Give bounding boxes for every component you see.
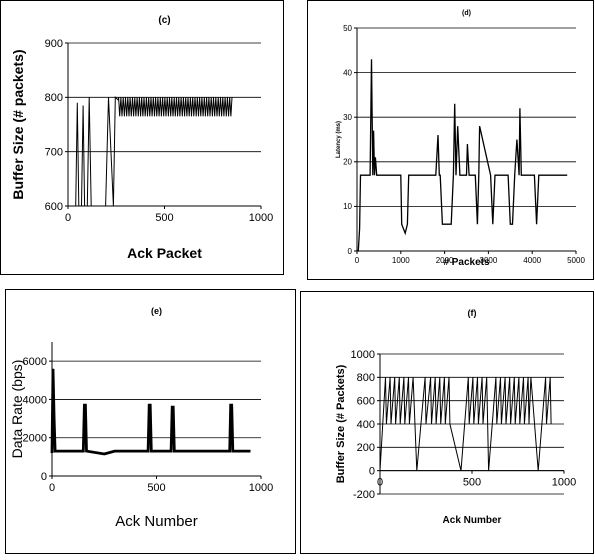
- x-axis-label: Ack Number: [443, 515, 502, 526]
- chart-title: (e): [151, 306, 162, 316]
- chart-title: (c): [158, 15, 170, 26]
- y-axis-label: Buffer Size (# Packets): [335, 364, 347, 483]
- chart-panel-c: 600 700 800 900 0 500 1000 (c) Ack Packet Buffer …: [0, 0, 284, 275]
- y-tick-label: 4000: [23, 394, 47, 406]
- x-axis-label: Ack Packet: [127, 245, 202, 261]
- y-tick-label: 600: [45, 201, 63, 213]
- x-tick-label: 1000: [249, 482, 273, 494]
- y-tick-label: 0: [348, 247, 353, 256]
- x-tick-label: 3000: [480, 256, 498, 265]
- y-tick-label: 50: [343, 24, 352, 33]
- x-tick-label: 4000: [523, 256, 541, 265]
- x-tick-label: 0: [377, 477, 383, 489]
- y-tick-label: 2000: [23, 433, 47, 445]
- x-tick-label: 1000: [249, 212, 273, 224]
- x-axis-label: Ack Number: [115, 513, 198, 530]
- x-tick-label: 0: [355, 256, 360, 265]
- x-tick-label: 500: [463, 477, 481, 489]
- x-tick-label: 500: [155, 212, 173, 224]
- x-tick-label: 1000: [552, 477, 576, 489]
- chart-title: (f): [468, 308, 477, 318]
- chart-panel-d: 0 10 20 30 40 50 0 1000 2000 3000 4000 5000 (d) # Pac…: [307, 0, 594, 280]
- series-line: [379, 377, 552, 471]
- y-tick-label: 0: [369, 466, 375, 478]
- y-tick-label: 800: [45, 92, 63, 104]
- x-tick-label: 0: [49, 482, 55, 494]
- x-tick-label: 2000: [436, 256, 454, 265]
- y-tick-label: 1000: [351, 349, 375, 361]
- y-tick-label: -200: [353, 489, 375, 501]
- chart-c-svg: 600 700 800 900 0 500 1000 (c) Ack Packet Buffer …: [10, 15, 273, 261]
- y-tick-label: 6000: [23, 356, 47, 368]
- chart-d-svg: 0 10 20 30 40 50 0 1000 2000 3000 4000 5000 (d) # Pac…: [336, 10, 585, 268]
- series-line: [50, 368, 251, 456]
- y-tick-label: 700: [45, 147, 63, 159]
- series-line: [357, 59, 568, 252]
- x-axis-label: # Packets: [443, 257, 490, 268]
- chart-title: (d): [462, 10, 471, 17]
- x-tick-label: 0: [65, 212, 71, 224]
- y-tick-label: 200: [357, 442, 375, 454]
- y-tick-label: 400: [357, 419, 375, 431]
- y-tick-label: 0: [41, 471, 47, 483]
- chart-panel-e: 0 2000 4000 6000 0 500 1000 (e) Ack Number Data R…: [5, 289, 296, 554]
- y-tick-label: 600: [357, 396, 375, 408]
- y-tick-label: 10: [343, 202, 352, 211]
- y-tick-label: 900: [45, 38, 63, 50]
- chart-e-svg: 0 2000 4000 6000 0 500 1000 (e) Ack Number Data R…: [9, 306, 273, 530]
- y-tick-label: 40: [343, 68, 352, 77]
- x-tick-label: 500: [147, 482, 165, 494]
- y-axis-label: Data Rate (bps): [9, 360, 25, 459]
- y-axis-label: Buffer Size (# packets): [10, 49, 26, 199]
- y-tick-label: 20: [343, 158, 352, 167]
- x-tick-label: 1000: [392, 256, 410, 265]
- y-tick-label: 800: [357, 372, 375, 384]
- x-tick-label: 5000: [567, 256, 585, 265]
- y-axis-label: Latency (ms): [336, 121, 342, 158]
- series-line: [75, 96, 233, 207]
- chart-panel-f: -200 0 200 400 600 800 1000 0 500 1000 (f) Ack Numb…: [300, 291, 594, 554]
- y-tick-label: 30: [343, 113, 352, 122]
